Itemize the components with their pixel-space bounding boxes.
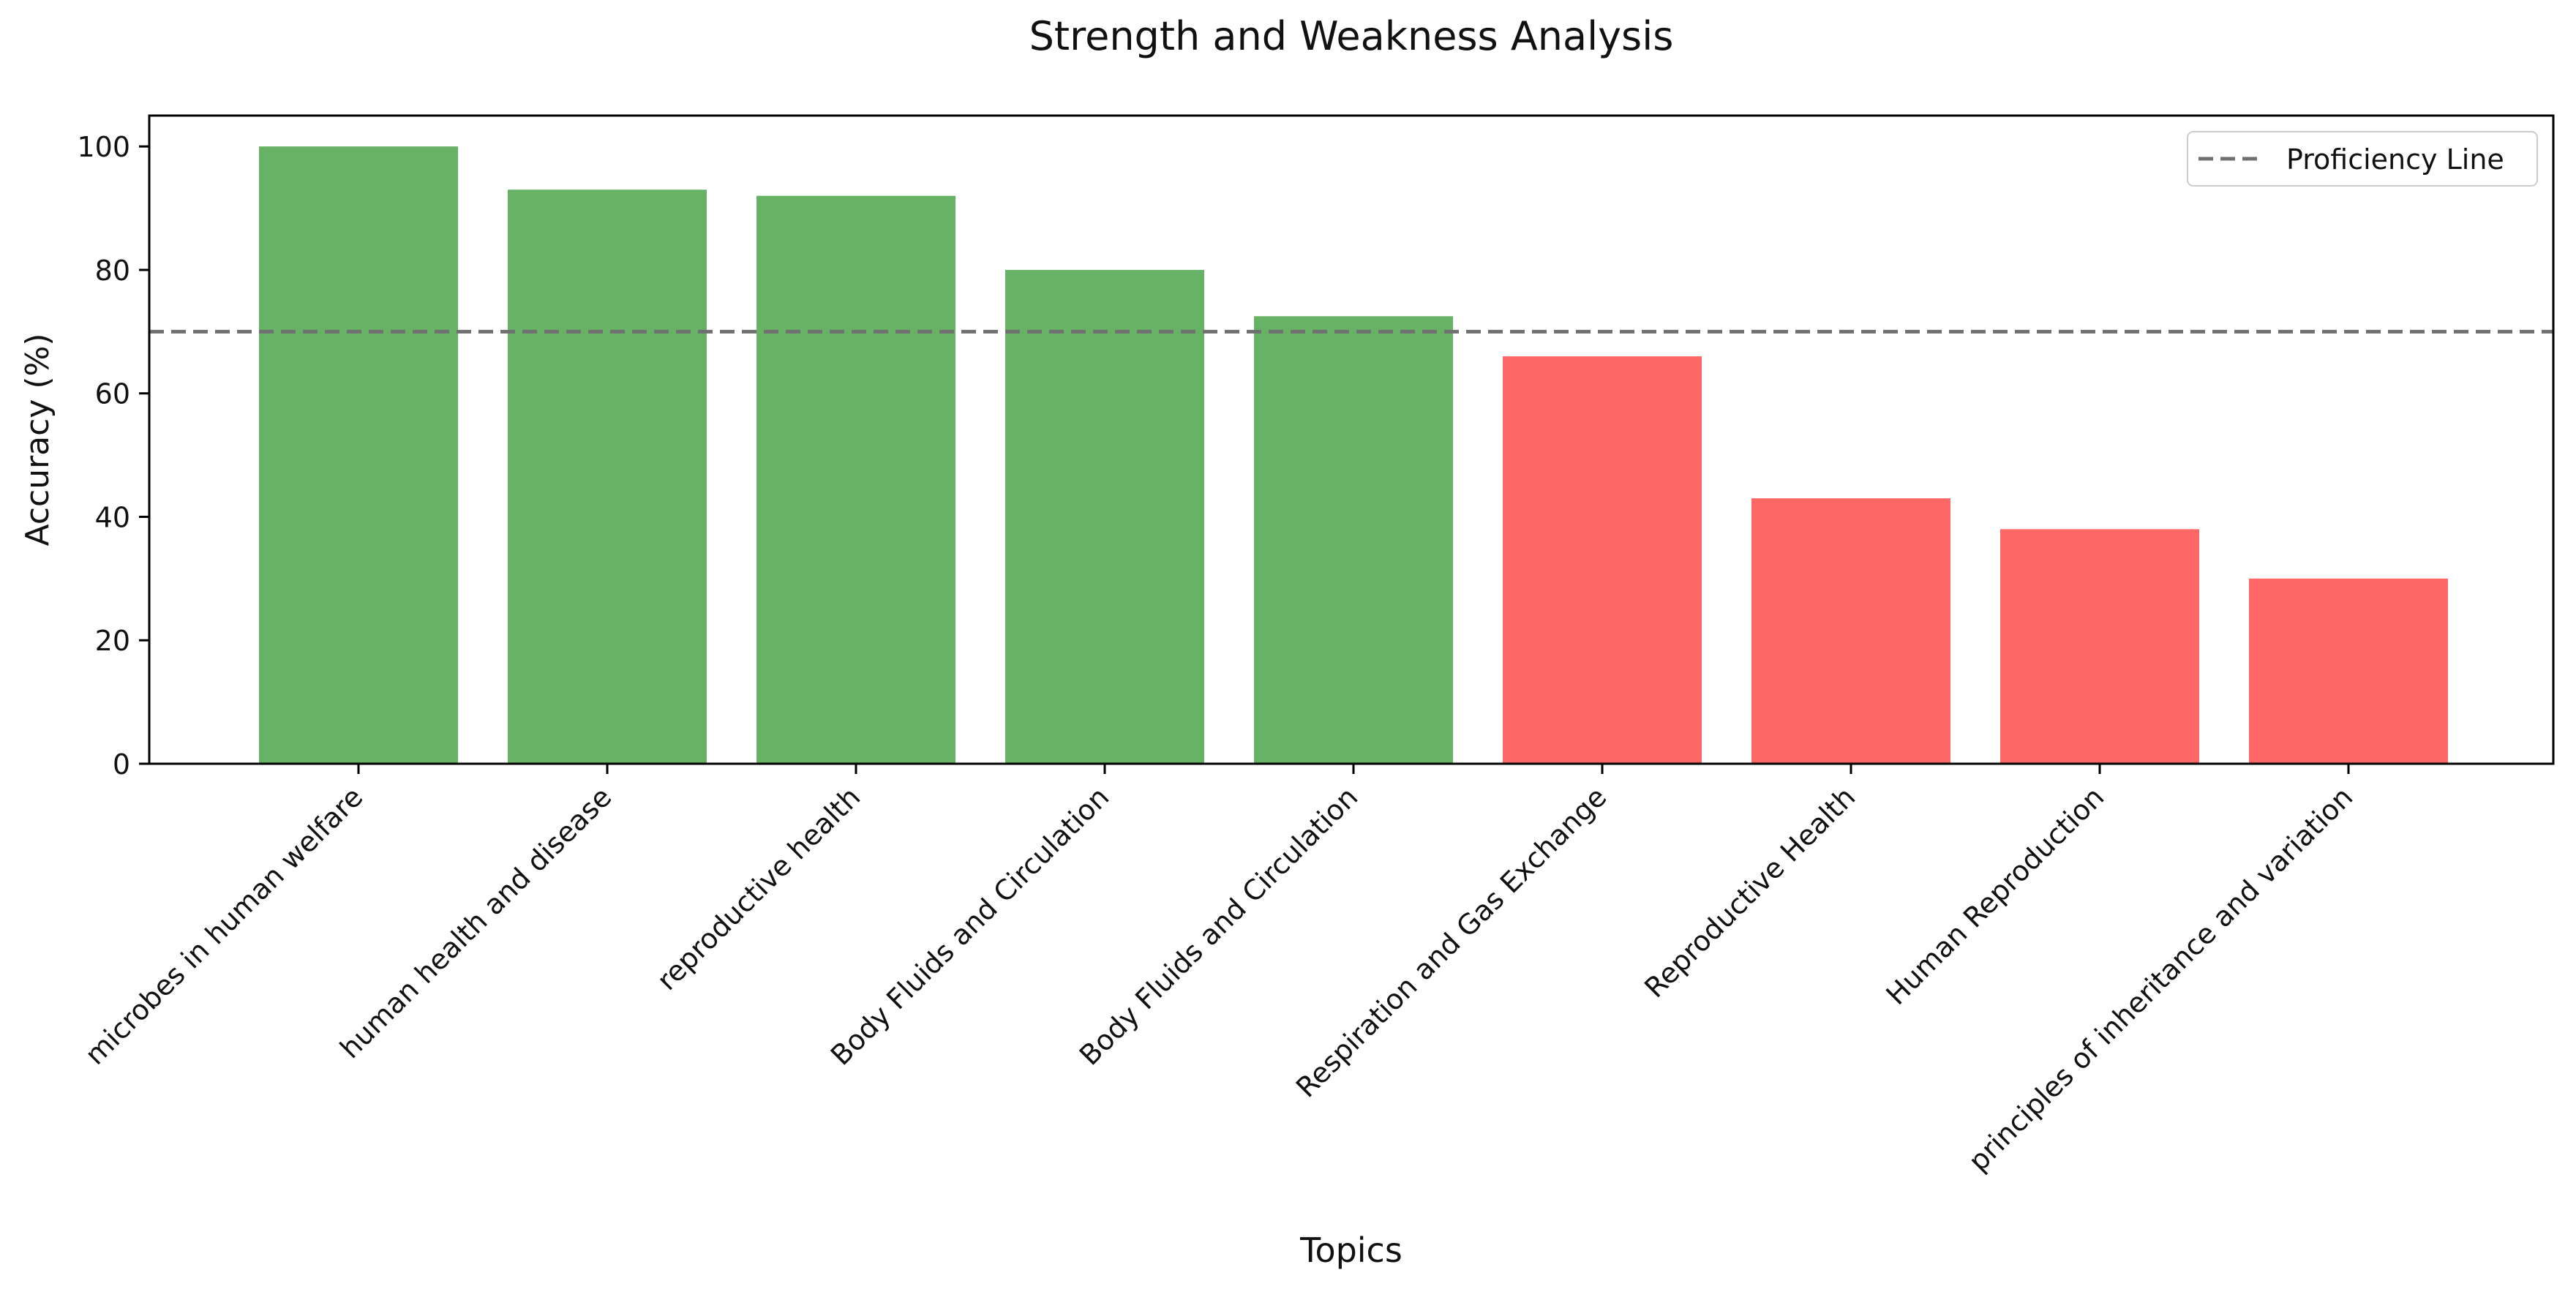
bars-group: [259, 146, 2448, 764]
x-tick-label: human health and disease: [334, 781, 617, 1064]
x-axis-label: Topics: [1299, 1230, 1402, 1270]
x-tick-label: Human Reproduction: [1880, 781, 2111, 1011]
y-tick-label: 60: [95, 378, 130, 410]
bar: [2000, 529, 2199, 764]
y-tick-label: 80: [95, 255, 130, 287]
y-tick-label: 100: [77, 131, 130, 163]
y-axis-label: Accuracy (%): [19, 333, 56, 546]
bar: [1254, 316, 1453, 764]
bar: [1751, 498, 1950, 764]
x-tick-label: Body Fluids and Circulation: [1073, 781, 1364, 1071]
y-axis: 0 20 40 60 80 100: [77, 131, 149, 781]
bar: [2249, 578, 2448, 764]
plot-frame: [148, 114, 2555, 765]
chart-title: Strength and Weakness Analysis: [1029, 13, 1674, 59]
y-tick-label: 20: [95, 625, 130, 657]
bar: [259, 146, 458, 764]
x-tick-label: microbes in human welfare: [79, 781, 369, 1071]
bar: [508, 189, 707, 764]
x-tick-label: Body Fluids and Circulation: [825, 781, 1115, 1071]
legend-label: Proficiency Line: [2286, 143, 2504, 176]
x-tick-label: reproductive health: [650, 781, 866, 996]
bar: [756, 195, 955, 764]
bar: [1503, 356, 1702, 764]
legend: Proficiency Line: [2187, 131, 2538, 187]
y-tick-label: 40: [95, 501, 130, 533]
x-tick-label: Reproductive Health: [1638, 781, 1861, 1004]
bar: [1005, 269, 1204, 764]
y-tick-label: 0: [113, 748, 130, 781]
legend-box: [2187, 131, 2538, 187]
x-tick-label: principles of inheritance and variation: [1962, 781, 2359, 1177]
